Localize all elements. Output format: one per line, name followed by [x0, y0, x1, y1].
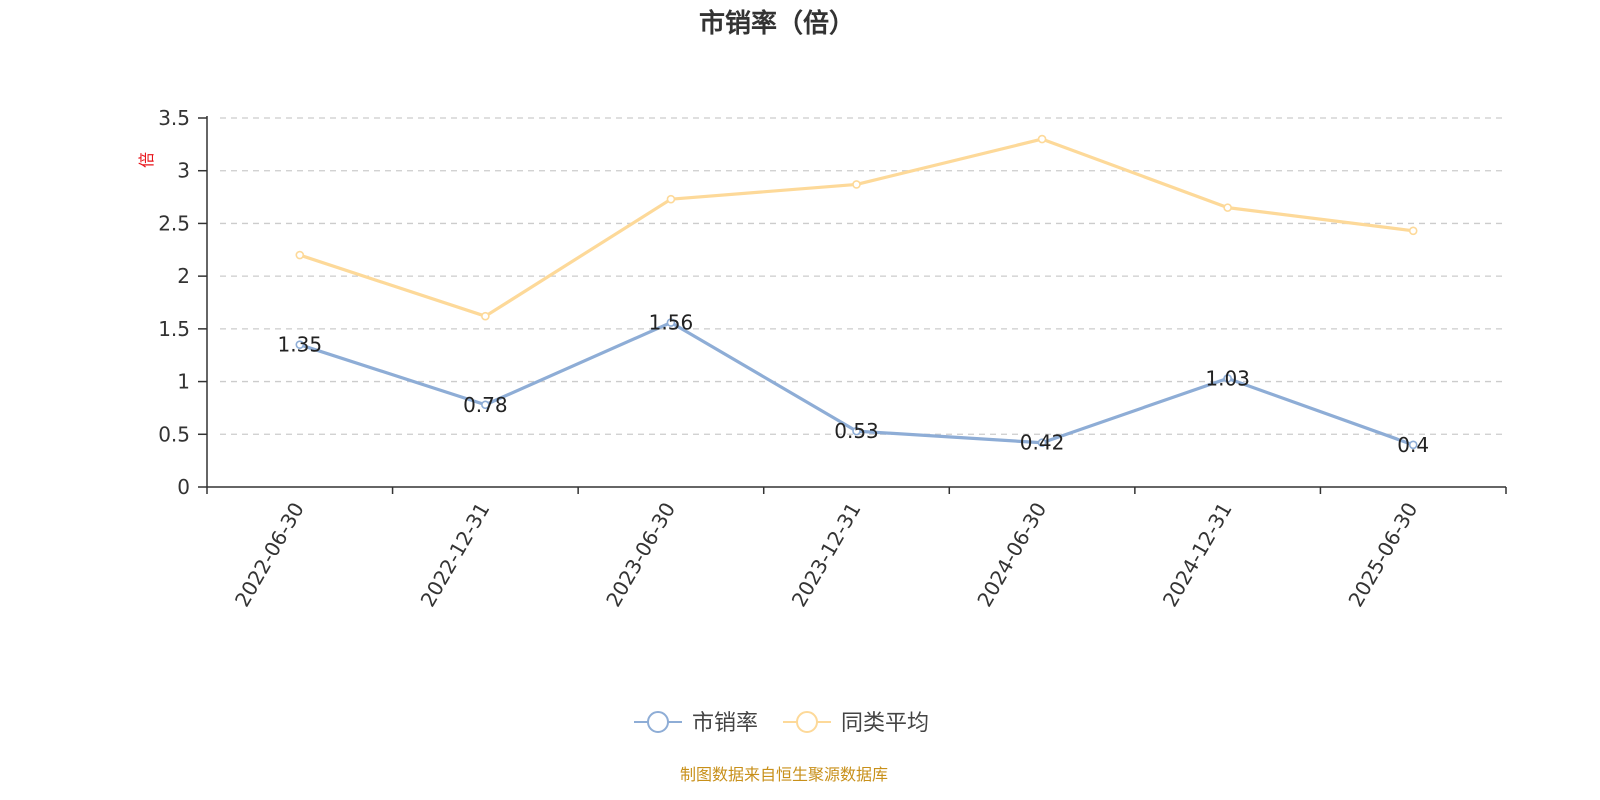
y-tick-label: 3 [177, 159, 190, 183]
x-tick-label: 2023-06-30 [601, 498, 680, 611]
legend-swatch-circle [796, 711, 818, 733]
y-tick-label: 2 [177, 264, 190, 288]
y-tick-label: 0 [177, 475, 190, 499]
x-tick-label: 2023-12-31 [787, 498, 866, 611]
data-point[interactable] [481, 400, 490, 410]
data-point[interactable] [1408, 440, 1418, 450]
data-point[interactable] [852, 180, 861, 189]
y-tick-label: 1 [177, 370, 190, 394]
y-tick-label: 3.5 [158, 106, 190, 130]
data-point[interactable] [852, 426, 861, 436]
data-label: 0.53 [834, 419, 879, 443]
data-label: 0.78 [463, 393, 508, 417]
legend-item-1[interactable]: 同类平均 [783, 711, 929, 736]
x-tick-label: 2025-06-30 [1343, 498, 1422, 611]
x-tick-label: 2024-12-31 [1158, 498, 1237, 611]
y-tick-label: 2.5 [158, 211, 190, 235]
data-point[interactable] [1408, 226, 1418, 236]
data-label: 0.4 [1397, 433, 1429, 457]
x-tick-label: 2022-12-31 [416, 498, 495, 611]
data-point[interactable] [666, 194, 676, 204]
axes: 0 0.5 1 1.5 2 2.5 3 3.5 2022-06-30 2022-12-31 2023… [158, 106, 1507, 611]
legend-item-0[interactable]: 市销率 [634, 711, 758, 736]
legend-label: 同类平均 [841, 711, 929, 736]
data-label: 0.42 [1020, 431, 1065, 455]
data-point[interactable] [295, 250, 305, 260]
data-point[interactable] [1223, 203, 1232, 212]
data-point[interactable] [666, 318, 676, 327]
data-label: 1.03 [1205, 366, 1250, 390]
legend-swatch-circle [647, 711, 669, 733]
y-tick-label: 1.5 [158, 317, 190, 341]
y-axis-label: 倍 [137, 152, 156, 168]
data-labels: 1.35 0.78 1.56 0.53 0.42 1.03 0.4 [278, 311, 1430, 457]
data-point[interactable] [1223, 374, 1232, 383]
legend[interactable]: 市销率 同类平均 [634, 711, 929, 736]
x-tick-label: 2022-06-30 [230, 498, 309, 611]
chart-title: 市销率（倍） [699, 8, 855, 39]
series-line-1 [298, 137, 1415, 318]
data-point[interactable] [1037, 134, 1047, 144]
grid [220, 117, 1506, 435]
x-tick-label: 2024-06-30 [972, 498, 1051, 611]
data-label: 1.35 [278, 333, 323, 357]
data-point[interactable] [295, 340, 305, 349]
data-point[interactable] [1037, 438, 1047, 448]
data-label: 1.56 [649, 311, 694, 335]
series-group [295, 134, 1418, 450]
y-tick-label: 0.5 [158, 422, 190, 446]
legend-label: 市销率 [692, 711, 758, 736]
data-point[interactable] [481, 311, 490, 321]
data-source-note: 制图数据来自恒生聚源数据库 [680, 765, 888, 784]
